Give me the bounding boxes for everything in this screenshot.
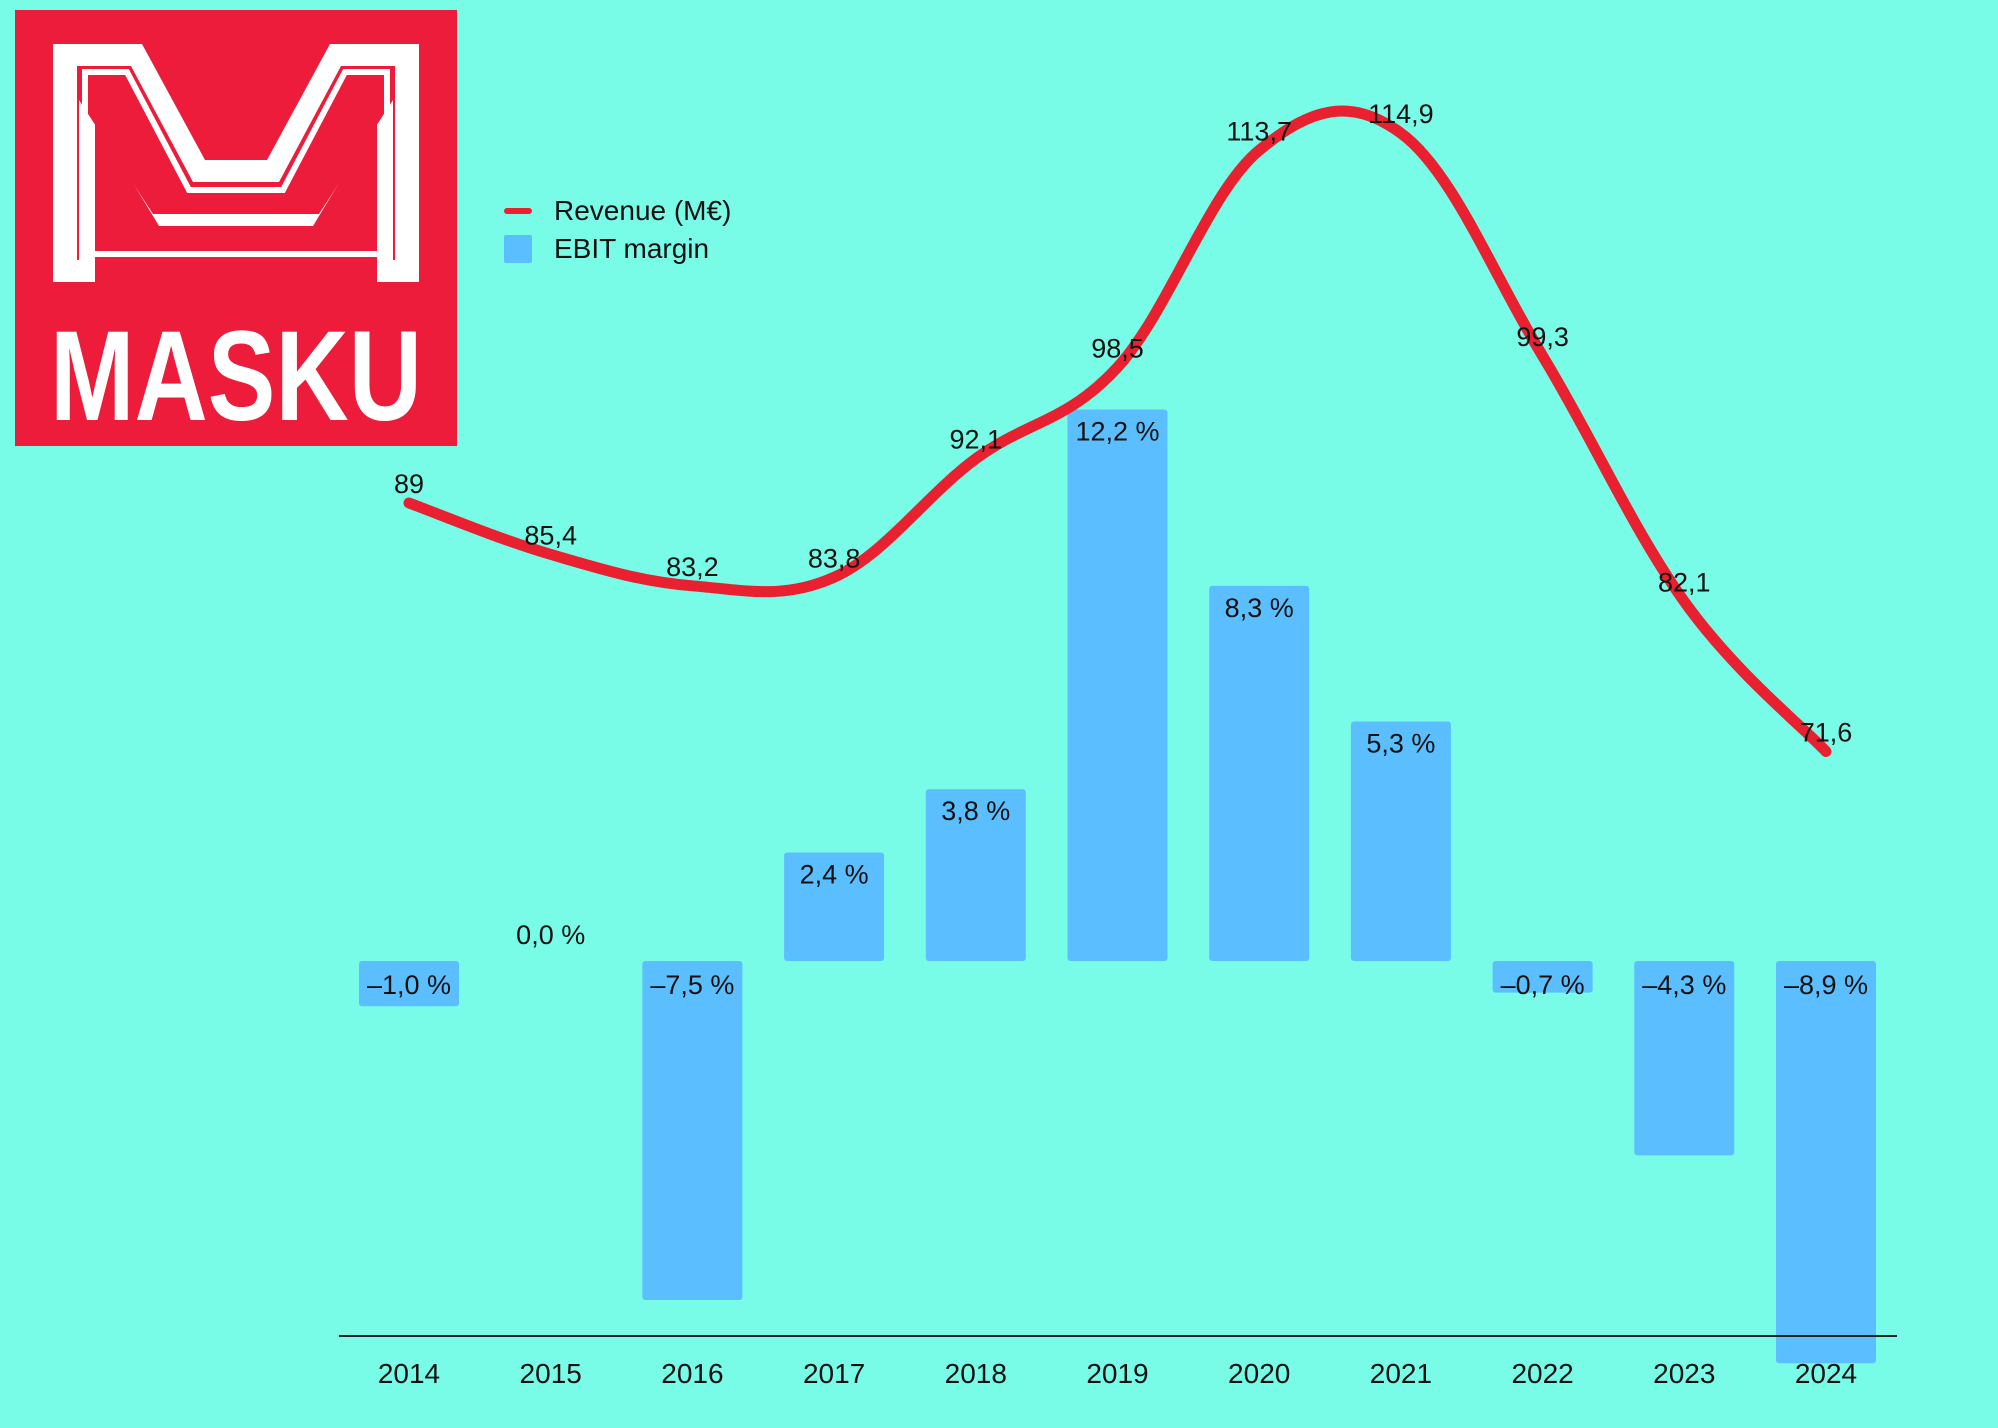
ebit-bar-2019: [1067, 409, 1168, 961]
revenue-label-2022: 99,3: [1516, 322, 1569, 352]
ebit-label-2023: –4,3 %: [1642, 970, 1726, 1000]
ebit-bar-2024: [1776, 961, 1876, 1364]
revenue-point-2021: [1395, 128, 1406, 139]
revenue-point-2014: [404, 498, 414, 508]
x-tick-label-2022: 2022: [1511, 1358, 1573, 1389]
revenue-label-2020: 113,7: [1226, 116, 1292, 146]
revenue-point-2019: [1112, 362, 1123, 373]
ebit-bar-2017: [784, 852, 885, 961]
ebit-label-2015: 0,0 %: [516, 920, 585, 950]
x-tick-label-2016: 2016: [661, 1358, 723, 1389]
revenue-label-2015: 85,4: [524, 520, 577, 550]
revenue-point-2015: [545, 549, 556, 560]
revenue-point-2017: [829, 572, 840, 583]
legend: Revenue (M€) EBIT margin: [504, 192, 731, 268]
revenue-point-2024: [1821, 746, 1831, 757]
revenue-point-2016: [687, 580, 698, 591]
ebit-bar-2014: [359, 961, 459, 1007]
ebit-label-2022: –0,7 %: [1501, 970, 1585, 1000]
x-tick-label-2020: 2020: [1228, 1358, 1290, 1389]
legend-revenue-label: Revenue (M€): [554, 195, 732, 226]
x-tick-label-2023: 2023: [1653, 1358, 1715, 1389]
revenue-label-2014: 89: [394, 469, 424, 499]
legend-item-ebit: EBIT margin: [504, 230, 731, 268]
revenue-point-2023: [1679, 596, 1690, 607]
x-tick-label-2017: 2017: [803, 1358, 865, 1389]
revenue-label-2018: 92,1: [950, 425, 1003, 455]
legend-item-revenue: Revenue (M€): [504, 192, 731, 230]
ebit-label-2020: 8,3 %: [1225, 593, 1294, 623]
ebit-label-2018: 3,8 %: [941, 796, 1010, 826]
revenue-label-2019: 98,5: [1091, 333, 1144, 363]
ebit-label-2019: 12,2 %: [1075, 417, 1159, 447]
revenue-point-2020: [1254, 145, 1265, 156]
ebit-label-2024: –8,9 %: [1784, 970, 1868, 1000]
revenue-point-2022: [1537, 350, 1548, 361]
ebit-label-2016: –7,5 %: [650, 970, 734, 1000]
x-tick-label-2018: 2018: [945, 1358, 1007, 1389]
ebit-label-2021: 5,3 %: [1366, 728, 1435, 758]
ebit-bar-2020: [1209, 585, 1310, 961]
ebit-bar-2023: [1634, 961, 1735, 1156]
revenue-label-2023: 82,1: [1658, 568, 1711, 598]
ebit-bar-2016: [642, 961, 743, 1300]
x-tick-label-2024: 2024: [1795, 1358, 1857, 1389]
revenue-line-swatch: [504, 208, 532, 214]
revenue-label-2016: 83,2: [666, 552, 719, 582]
ebit-bar-2021: [1350, 721, 1451, 961]
legend-ebit-label: EBIT margin: [554, 233, 710, 264]
x-tick-label-2019: 2019: [1086, 1358, 1148, 1389]
x-tick-label-2021: 2021: [1370, 1358, 1432, 1389]
revenue-line: [403, 105, 1832, 757]
ebit-bar-2018: [925, 789, 1026, 961]
x-tick-label-2014: 2014: [378, 1358, 440, 1389]
revenue-label-2021: 114,9: [1368, 99, 1434, 129]
revenue-label-2017: 83,8: [808, 543, 861, 573]
revenue-point-2018: [970, 453, 981, 464]
ebit-label-2017: 2,4 %: [800, 860, 869, 890]
revenue-label-2024: 71,6: [1800, 717, 1853, 747]
x-tick-label-2015: 2015: [520, 1358, 582, 1389]
ebit-bar-swatch: [504, 235, 532, 263]
ebit-label-2014: –1,0 %: [367, 970, 451, 1000]
ebit-bar-2022: [1492, 961, 1593, 993]
logo-wordmark: MASKU: [50, 305, 422, 446]
masku-logo: MASKU: [15, 10, 457, 446]
